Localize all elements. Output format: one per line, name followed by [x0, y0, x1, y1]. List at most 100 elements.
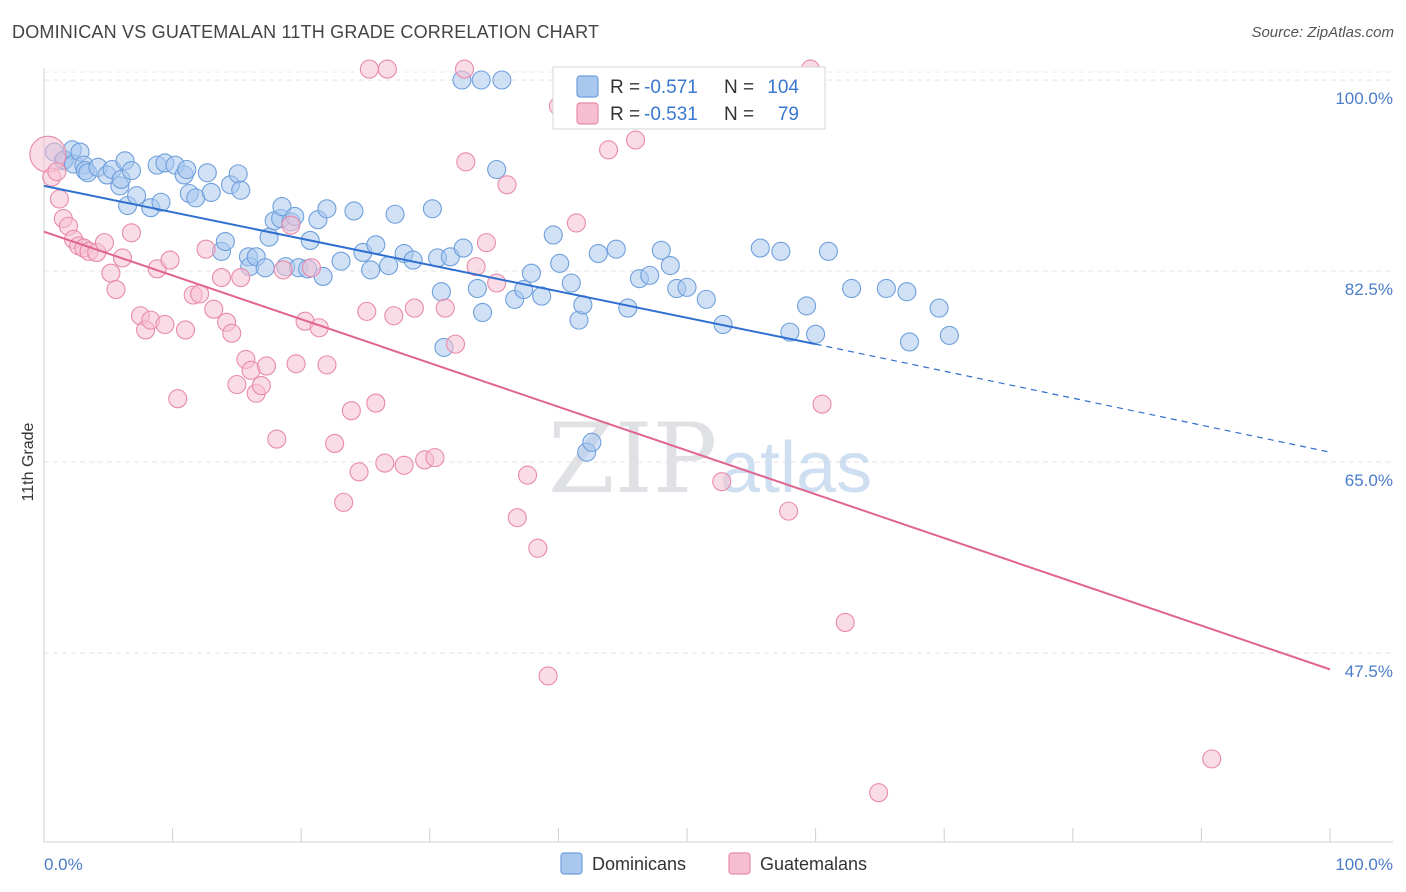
point-dominicans — [582, 432, 602, 452]
point-dominicans — [431, 282, 451, 302]
watermark-atlas: atlas — [720, 428, 872, 508]
point-dominicans — [780, 322, 800, 342]
legend-r-label-1: R = — [610, 77, 640, 98]
point-dominicans — [640, 265, 660, 285]
point-dominicans — [231, 180, 251, 200]
point-dominicans — [331, 251, 351, 271]
y-tick-label-3: 47.5% — [1345, 662, 1393, 681]
point-dominicans — [797, 296, 817, 316]
point-guatemalans — [168, 389, 188, 409]
point-guatemalans — [222, 323, 242, 343]
point-guatemalans — [375, 453, 395, 473]
point-guatemalans — [155, 314, 175, 335]
point-guatemalans — [454, 59, 475, 79]
point-dominicans — [379, 255, 399, 276]
point-guatemalans — [456, 152, 476, 172]
point-dominicans — [876, 278, 896, 299]
point-dominicans — [939, 325, 959, 345]
point-dominicans — [215, 231, 235, 252]
point-guatemalans — [384, 306, 404, 326]
point-dominicans — [588, 243, 608, 264]
point-dominicans — [453, 238, 473, 258]
point-guatemalans — [317, 355, 337, 375]
trendline-dominicans — [43, 184, 816, 346]
point-guatemalans — [626, 130, 646, 150]
point-dominicans — [487, 159, 507, 180]
y-tick-label-2: 65.0% — [1345, 471, 1393, 490]
y-tick-label-0: 100.0% — [1335, 89, 1393, 108]
point-dominicans — [151, 192, 171, 212]
y-tick-label-1: 82.5% — [1345, 280, 1393, 299]
point-dominicans — [492, 70, 512, 90]
legend-r-value-2: -0.531 — [644, 104, 698, 125]
chart-source: Source: ZipAtlas.com — [1251, 24, 1394, 41]
point-guatemalans — [435, 298, 455, 318]
watermark: ZIP atlas — [548, 403, 872, 515]
point-guatemalans — [1202, 749, 1222, 769]
legend-swatch-guatemalans — [576, 102, 599, 125]
point-guatemalans — [273, 260, 293, 280]
legend-swatch-dominicans — [576, 75, 599, 98]
point-guatemalans — [196, 239, 216, 259]
point-guatemalans — [47, 162, 67, 182]
point-guatemalans — [507, 508, 527, 528]
y-tick-labels: 100.0% 82.5% 65.0% 47.5% — [1335, 89, 1393, 681]
point-dominicans — [317, 199, 337, 219]
points-layer — [29, 59, 1222, 803]
point-guatemalans — [281, 215, 301, 235]
point-dominicans — [361, 260, 381, 280]
point-guatemalans — [404, 298, 424, 318]
legend-n-label-1: N = — [724, 77, 754, 98]
point-dominicans — [272, 197, 292, 217]
point-dominicans — [121, 161, 141, 181]
point-dominicans — [651, 240, 671, 260]
point-guatemalans — [497, 175, 517, 195]
point-guatemalans — [425, 448, 445, 468]
point-dominicans — [818, 241, 839, 261]
axes — [43, 68, 1393, 843]
point-guatemalans — [227, 374, 247, 395]
point-guatemalans — [231, 267, 251, 288]
point-guatemalans — [377, 59, 397, 79]
point-guatemalans — [779, 501, 799, 521]
point-dominicans — [677, 277, 697, 297]
series-guatemalans — [29, 59, 1222, 803]
point-guatemalans — [359, 59, 379, 79]
x-tick-label-left: 0.0% — [44, 855, 83, 874]
point-dominicans — [201, 182, 221, 202]
point-guatemalans — [357, 301, 377, 321]
legend-n-value-2: 79 — [778, 104, 799, 125]
point-guatemalans — [445, 334, 466, 354]
point-dominicans — [550, 253, 570, 273]
series-legend-label-guatemalans: Guatemalans — [760, 854, 867, 874]
point-dominicans — [806, 324, 826, 344]
series-legend-label-dominicans: Dominicans — [592, 854, 686, 874]
trendline-guatemalans — [43, 230, 1331, 671]
point-guatemalans — [251, 376, 271, 396]
point-dominicans — [521, 263, 541, 283]
point-dominicans — [471, 70, 491, 90]
point-dominicans — [543, 225, 563, 245]
legend-n-value-1: 104 — [767, 77, 799, 98]
watermark-zip: ZIP — [548, 403, 717, 515]
point-guatemalans — [267, 429, 287, 449]
point-dominicans — [897, 282, 917, 302]
point-guatemalans — [538, 666, 558, 686]
point-guatemalans — [466, 257, 486, 277]
point-guatemalans — [812, 394, 832, 414]
point-dominicans — [472, 302, 493, 323]
trend-layer — [43, 184, 1331, 671]
series-legend: Dominicans Guatemalans — [560, 852, 867, 875]
point-dominicans — [696, 289, 716, 309]
point-guatemalans — [94, 233, 114, 253]
point-dominicans — [929, 298, 949, 318]
point-guatemalans — [599, 140, 619, 160]
point-guatemalans — [301, 258, 322, 278]
point-guatemalans — [341, 401, 361, 421]
x-tick-label-right: 100.0% — [1335, 855, 1393, 874]
point-dominicans — [177, 159, 197, 180]
point-dominicans — [255, 258, 275, 278]
point-guatemalans — [204, 299, 224, 319]
point-dominicans — [366, 235, 386, 255]
